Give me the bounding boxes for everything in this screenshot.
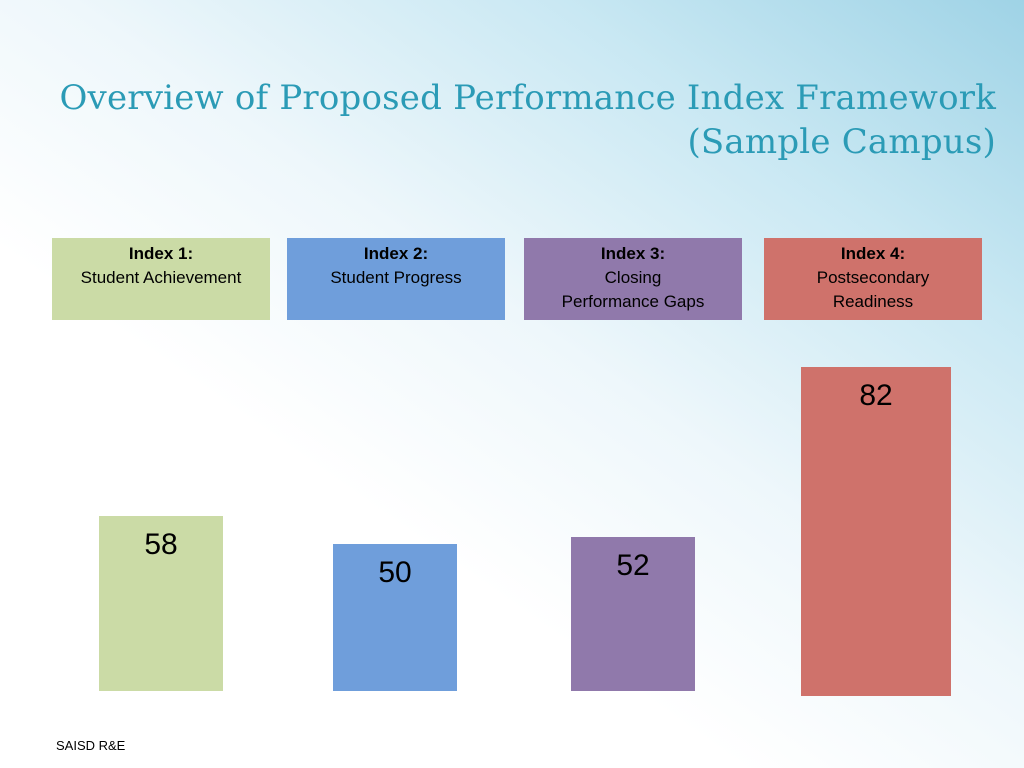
index-1-header: Index 1: Student Achievement [52,238,270,320]
index-2-header: Index 2: Student Progress [287,238,505,320]
bar-index-2 [333,544,457,691]
bar-value-label-index-2: 50 [378,556,411,589]
index-3-header: Index 3: Closing Performance Gaps [524,238,742,320]
slide-title-line1: Overview of Proposed Performance Index F… [59,78,996,118]
index-2-name: Student Progress [330,268,462,287]
footer-source: SAISD R&E [56,738,126,753]
index-3-label: Index 3: [600,244,666,263]
index-2-label: Index 2: [363,244,429,263]
index-4-header: Index 4: Postsecondary Readiness [764,238,982,320]
slide-title-line2: (Sample Campus) [687,122,996,162]
bar-value-label-index-3: 52 [616,549,649,582]
slide-title: Overview of Proposed Performance Index F… [36,76,996,164]
index-3-name-line1: Closing [604,268,662,287]
bar-index-3 [571,537,695,691]
index-4-label: Index 4: [840,244,906,263]
index-1-label: Index 1: [128,244,194,263]
bar-index-4 [801,367,951,696]
index-4-name-line2: Readiness [832,292,914,311]
bar-value-label-index-4: 82 [859,379,892,412]
bar-index-1 [99,516,223,691]
bar-value-label-index-1: 58 [144,528,177,561]
index-1-name: Student Achievement [80,268,242,287]
index-4-name-line1: Postsecondary [816,268,930,287]
index-3-name-line2: Performance Gaps [561,292,705,311]
